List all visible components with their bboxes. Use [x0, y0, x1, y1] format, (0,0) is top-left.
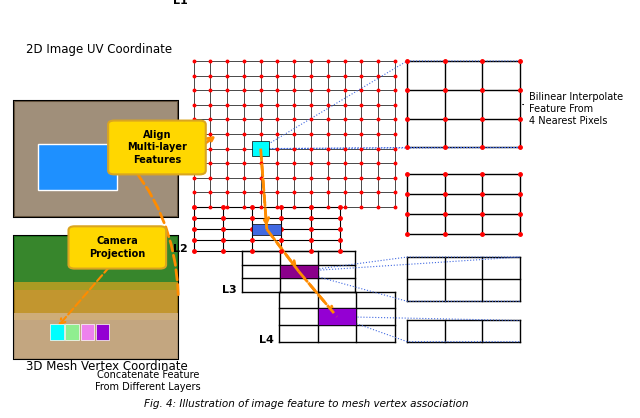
Bar [44, 148, 117, 186]
Bar [13, 236, 179, 290]
Bar [252, 224, 282, 235]
Text: 3D Mesh Vertex Coordinate: 3D Mesh Vertex Coordinate [26, 360, 188, 373]
Bar [96, 324, 109, 340]
Bar [50, 324, 63, 340]
Bar [81, 324, 94, 340]
Bar [13, 313, 179, 359]
Text: Fig. 4: Illustration of image feature to mesh vertex association: Fig. 4: Illustration of image feature to… [144, 399, 468, 409]
Text: L2: L2 [173, 245, 188, 255]
Bar [280, 265, 317, 278]
Text: 2D Image UV Coordinate: 2D Image UV Coordinate [26, 43, 172, 56]
Text: L4: L4 [259, 335, 274, 345]
Bar [13, 282, 179, 321]
Bar [252, 141, 269, 156]
Text: Bilinear Interpolate
Feature From
4 Nearest Pixels: Bilinear Interpolate Feature From 4 Near… [523, 92, 623, 126]
Bar [13, 236, 179, 359]
FancyBboxPatch shape [68, 226, 166, 269]
Bar [65, 324, 79, 340]
Text: L3: L3 [221, 285, 236, 295]
Bar [38, 144, 117, 190]
Text: L1: L1 [173, 0, 188, 6]
Text: Camera
Projection: Camera Projection [89, 236, 145, 259]
Bar [317, 308, 356, 325]
Text: Concatenate Feature
From Different Layers: Concatenate Feature From Different Layer… [95, 370, 200, 392]
FancyBboxPatch shape [108, 120, 205, 174]
Bar [13, 101, 179, 217]
Bar [13, 101, 179, 217]
Text: Align
Multi-layer
Features: Align Multi-layer Features [127, 130, 187, 165]
